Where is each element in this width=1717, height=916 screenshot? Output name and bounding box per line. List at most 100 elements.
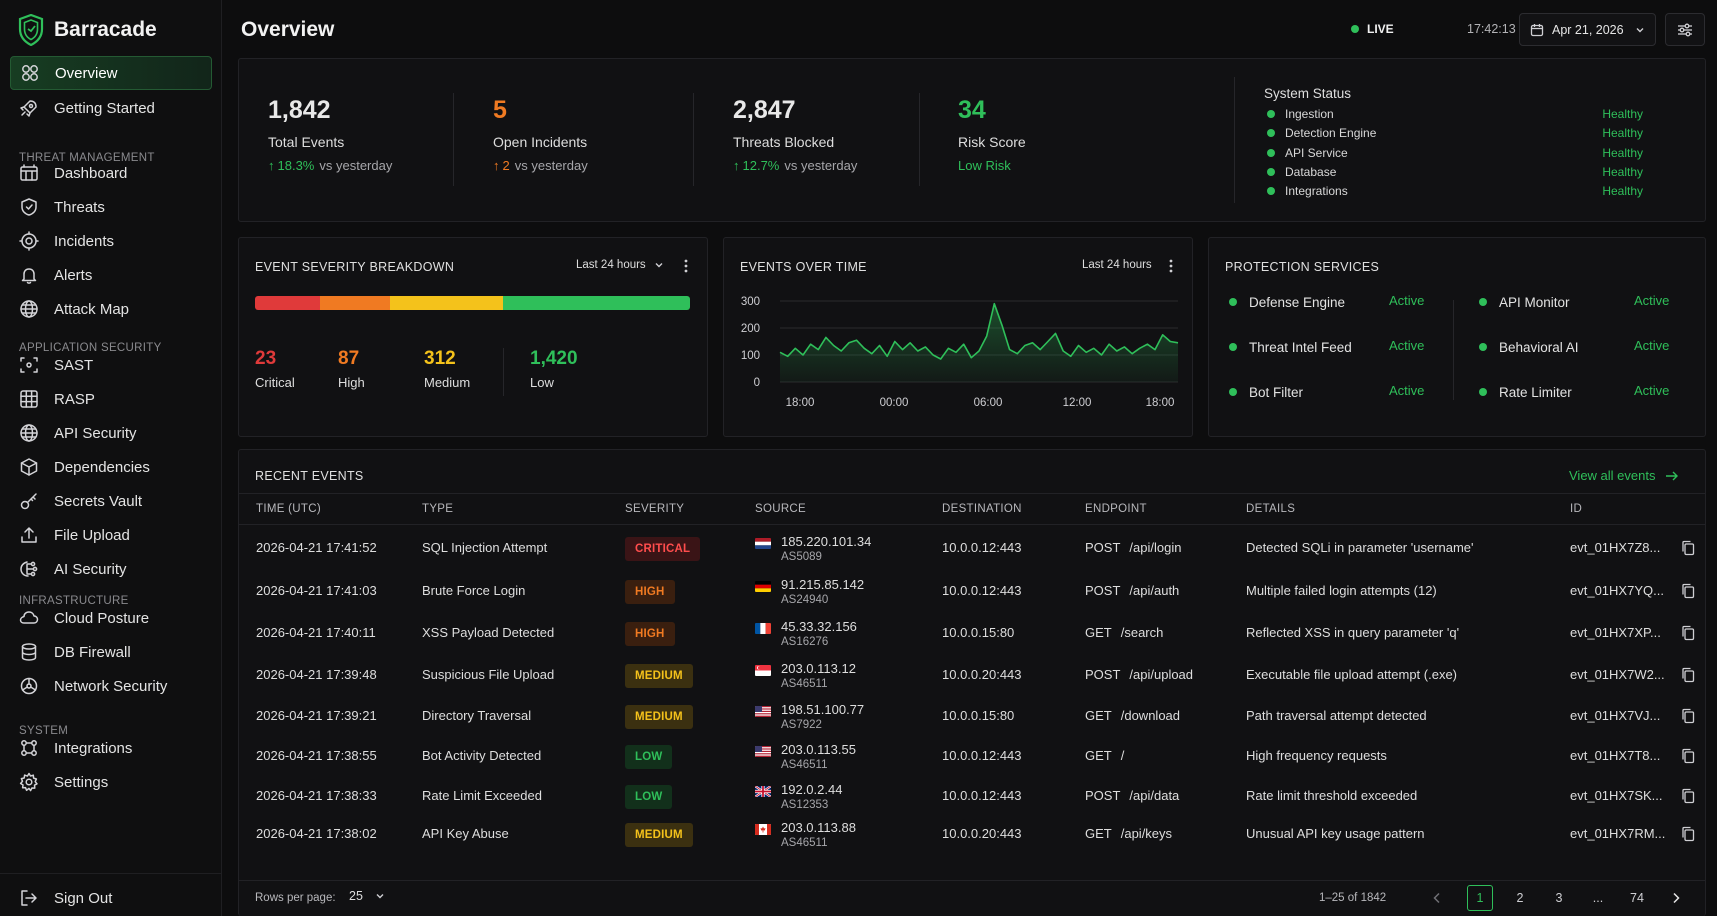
table-row[interactable]: 2026-04-21 17:39:21 Directory Traversal ME… xyxy=(239,694,1706,738)
copy-icon[interactable] xyxy=(1681,540,1695,556)
table-row[interactable]: 2026-04-21 17:38:33 Rate Limit Exceeded LO… xyxy=(239,774,1706,818)
sidebar-item-settings[interactable]: Settings xyxy=(10,765,212,799)
brand-name: Barracade xyxy=(54,18,157,41)
shield-icon xyxy=(18,196,40,218)
sidebar-item-attack-map[interactable]: Attack Map xyxy=(10,292,212,326)
date-picker-button[interactable]: Apr 21, 2026 xyxy=(1519,13,1656,46)
endpoint-path: /api/login xyxy=(1129,540,1182,555)
protection-services-title: PROTECTION SERVICES xyxy=(1225,260,1380,274)
service-defense-engine: Defense Engine xyxy=(1229,293,1345,311)
section-label-threat-management: THREAT MANAGEMENT xyxy=(19,152,155,164)
event-time: 2026-04-21 17:39:21 xyxy=(256,708,377,723)
sidebar-item-db-firewall[interactable]: DB Firewall xyxy=(10,635,212,669)
pagination-range: 1–25 of 1842 xyxy=(1319,892,1387,904)
table-row[interactable]: 2026-04-21 17:41:52 SQL Injection Attempt… xyxy=(239,526,1706,570)
sidebar-item-cloud-posture[interactable]: Cloud Posture xyxy=(10,601,212,635)
sidebar-item-dependencies[interactable]: Dependencies xyxy=(10,450,212,484)
copy-icon[interactable] xyxy=(1681,826,1695,842)
status-name: Detection Engine xyxy=(1285,126,1377,141)
sidebar-item-file-upload[interactable]: File Upload xyxy=(10,518,212,552)
copy-icon[interactable] xyxy=(1681,748,1695,764)
brand[interactable]: Barracade xyxy=(18,12,157,48)
copy-icon[interactable] xyxy=(1681,667,1695,683)
sidebar-item-sast[interactable]: SAST xyxy=(10,348,212,382)
events-area-fill xyxy=(780,303,1178,382)
sidebar-item-secrets-vault[interactable]: Secrets Vault xyxy=(10,484,212,518)
section-label-application-security: APPLICATION SECURITY xyxy=(19,342,162,354)
severity-label-medium: Medium xyxy=(424,375,471,390)
service-name: Behavioral AI xyxy=(1499,339,1579,355)
event-type: SQL Injection Attempt xyxy=(422,540,548,555)
column-header-severity[interactable]: SEVERITY xyxy=(625,503,685,515)
prev-page-button[interactable] xyxy=(1424,885,1450,911)
table-row[interactable]: 2026-04-21 17:39:48 Suspicious File Uploa… xyxy=(239,653,1706,697)
sidebar-item-network-security[interactable]: Network Security xyxy=(10,669,212,703)
kpi-delta-suffix: vs yesterday xyxy=(319,158,393,173)
dashboard-icon xyxy=(18,162,40,184)
filter-settings-button[interactable] xyxy=(1665,13,1705,46)
page-button-3[interactable]: 3 xyxy=(1555,891,1563,905)
event-id: evt_01HX7SK... xyxy=(1570,788,1663,803)
kpi-delta-value: Low Risk xyxy=(958,158,1011,173)
severity-range-select[interactable]: Last 24 hours xyxy=(576,259,664,271)
page-button-1[interactable]: 1 xyxy=(1467,885,1493,911)
kpi-divider xyxy=(919,93,920,186)
sidebar-item-integrations[interactable]: Integrations xyxy=(10,731,212,765)
severity-label-critical: Critical xyxy=(255,375,295,390)
next-page-button[interactable] xyxy=(1663,885,1689,911)
events-series-line xyxy=(779,302,1179,360)
service-status: Active xyxy=(1634,338,1670,353)
severity-bar xyxy=(255,296,690,310)
status-value: Healthy xyxy=(1602,164,1643,179)
sidebar-item-api-security[interactable]: API Security xyxy=(10,416,212,450)
column-header-details[interactable]: DETAILS xyxy=(1246,503,1296,515)
source-as: AS46511 xyxy=(781,759,828,771)
sidebar-item-threats[interactable]: Threats xyxy=(10,190,212,224)
page-button-74[interactable]: 74 xyxy=(1630,891,1644,905)
sidebar-item-rasp[interactable]: RASP xyxy=(10,382,212,416)
column-header-type[interactable]: TYPE xyxy=(422,503,454,515)
view-all-events-link[interactable]: View all events xyxy=(1569,468,1679,483)
kpi-delta-suffix: vs yesterday xyxy=(514,158,588,173)
column-header-source[interactable]: SOURCE xyxy=(755,503,807,515)
service-api-monitor: API Monitor xyxy=(1479,293,1570,311)
status-value: Healthy xyxy=(1602,184,1643,199)
grid-box-icon xyxy=(18,388,40,410)
sidebar-item-getting-started[interactable]: Getting Started xyxy=(10,91,212,125)
copy-icon[interactable] xyxy=(1681,708,1695,724)
sidebar-item-overview[interactable]: Overview xyxy=(10,56,212,90)
sidebar-item-ai-security[interactable]: AI Security xyxy=(10,552,212,586)
sidebar-item-alerts[interactable]: Alerts xyxy=(10,258,212,292)
column-header-time-utc[interactable]: TIME (UTC) xyxy=(256,503,321,515)
more-options-icon[interactable] xyxy=(1166,258,1176,274)
service-rate-limiter: Rate Limiter xyxy=(1479,383,1572,401)
endpoint-path: /api/upload xyxy=(1129,667,1194,682)
rows-per-page-select[interactable]: 25 xyxy=(349,889,385,903)
column-header-id[interactable]: ID xyxy=(1570,503,1583,515)
more-options-icon[interactable] xyxy=(681,258,691,274)
sidebar-item-label: SAST xyxy=(54,356,94,374)
incident-icon xyxy=(18,230,40,252)
sidebar-item-incidents[interactable]: Incidents xyxy=(10,224,212,258)
status-name: Database xyxy=(1285,164,1337,179)
table-row[interactable]: 2026-04-21 17:38:55 Bot Activity Detected… xyxy=(239,734,1706,778)
copy-icon[interactable] xyxy=(1681,788,1695,804)
package-icon xyxy=(18,456,40,478)
table-row[interactable]: 2026-04-21 17:38:02 API Key Abuse MEDIUM 20… xyxy=(239,812,1706,856)
service-name: Bot Filter xyxy=(1249,384,1304,400)
section-label-infrastructure: INFRASTRUCTURE xyxy=(19,595,129,607)
sidebar-item-label: File Upload xyxy=(54,526,130,544)
column-header-destination[interactable]: DESTINATION xyxy=(942,503,1022,515)
kpi-delta-suffix: vs yesterday xyxy=(784,158,858,173)
severity-badge: HIGH xyxy=(625,580,675,604)
endpoint: POST/api/upload xyxy=(1085,667,1193,682)
events-range-label[interactable]: Last 24 hours xyxy=(1082,259,1152,271)
column-header-endpoint[interactable]: ENDPOINT xyxy=(1085,503,1147,515)
table-row[interactable]: 2026-04-21 17:40:11 XSS Payload Detected H… xyxy=(239,611,1706,655)
sign-out-button[interactable]: Sign Out xyxy=(10,881,212,915)
table-row[interactable]: 2026-04-21 17:41:03 Brute Force Login HIGH… xyxy=(239,569,1706,613)
sidebar-item-dashboard[interactable]: Dashboard xyxy=(10,156,212,190)
page-button-2[interactable]: 2 xyxy=(1516,891,1524,905)
copy-icon[interactable] xyxy=(1681,583,1695,599)
copy-icon[interactable] xyxy=(1681,625,1695,641)
